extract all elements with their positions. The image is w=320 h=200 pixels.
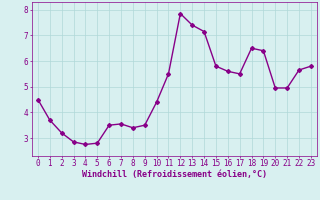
X-axis label: Windchill (Refroidissement éolien,°C): Windchill (Refroidissement éolien,°C) (82, 170, 267, 179)
